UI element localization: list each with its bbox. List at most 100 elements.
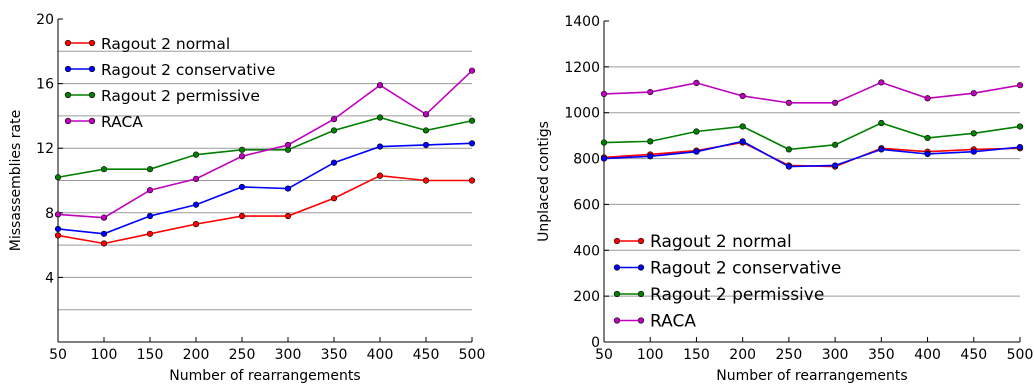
- series-line: [57, 70, 473, 219]
- y-tick-label: 8: [45, 206, 54, 222]
- legend-label: Ragout 2 conservative: [101, 61, 275, 79]
- data-point: [100, 214, 108, 221]
- data-point: [924, 95, 931, 102]
- data-point: [238, 153, 246, 160]
- x-tick-label: 150: [137, 347, 164, 363]
- data-point: [422, 177, 430, 184]
- legend-marker: [88, 65, 96, 73]
- y-tick-label: 0: [591, 335, 600, 351]
- legend-marker: [613, 317, 621, 324]
- x-axis-title: Number of rearrangements: [169, 368, 360, 384]
- data-point: [146, 212, 154, 220]
- data-point: [100, 240, 108, 247]
- data-point: [693, 148, 700, 155]
- series-line: [57, 142, 473, 235]
- data-point: [422, 127, 430, 134]
- data-point: [100, 230, 108, 237]
- data-point: [376, 143, 384, 150]
- data-point: [739, 123, 746, 130]
- x-tick-label: 350: [868, 347, 895, 363]
- unplaced-contigs-chart: 0 200 400 600 800 1000 1200 1400 50 100 150 200 250 3…: [536, 14, 1033, 384]
- data-point: [600, 90, 608, 98]
- data-point: [146, 187, 154, 194]
- legend-marker: [637, 237, 645, 245]
- data-point: [54, 211, 62, 218]
- data-point: [422, 111, 430, 118]
- x-tick-label: 300: [822, 347, 849, 363]
- y-tick-label: 400: [573, 243, 600, 259]
- legend-marker: [64, 39, 72, 47]
- data-point: [330, 159, 338, 166]
- series-line: [603, 122, 1021, 151]
- legend-marker: [637, 317, 645, 324]
- data-point: [693, 79, 700, 87]
- x-tick-label: 100: [91, 347, 118, 363]
- data-point: [785, 146, 792, 153]
- legend-marker: [613, 290, 621, 298]
- legend-marker: [64, 91, 72, 99]
- legend-marker: [637, 290, 645, 298]
- x-tick-label: 450: [960, 347, 987, 363]
- data-point: [422, 141, 430, 149]
- data-point: [376, 114, 384, 121]
- x-tick-label: 200: [729, 347, 756, 363]
- x-tick-label: 50: [49, 347, 67, 363]
- x-axis-title: Number of rearrangements: [716, 368, 907, 384]
- data-point: [284, 212, 292, 220]
- data-point: [1016, 123, 1024, 130]
- x-tick-label: 350: [321, 347, 348, 363]
- data-point: [192, 175, 200, 182]
- y-tick-label: 200: [573, 289, 600, 305]
- legend-label: RACA: [101, 113, 143, 131]
- x-tick-label: 500: [459, 347, 486, 363]
- data-point: [468, 140, 476, 147]
- legend-label: Ragout 2 permissive: [101, 87, 260, 105]
- data-point: [924, 134, 931, 142]
- legend-marker: [64, 117, 72, 125]
- y-axis-title: Unplaced contigs: [536, 121, 552, 242]
- data-point: [192, 221, 200, 228]
- data-point: [970, 148, 977, 155]
- x-tick-label: 200: [183, 347, 210, 363]
- data-point: [878, 79, 885, 86]
- y-tick-label: 1000: [564, 106, 600, 122]
- series-line: [603, 81, 1021, 104]
- data-point: [970, 90, 977, 97]
- data-point: [192, 201, 200, 208]
- y-tick-label: 16: [36, 77, 54, 93]
- x-tick-label: 300: [275, 347, 302, 363]
- data-point: [376, 82, 384, 89]
- x-tick-label: 50: [595, 347, 613, 363]
- x-tick-label: 450: [413, 347, 440, 363]
- y-tick-label: 12: [36, 141, 54, 157]
- y-tick-label: 20: [36, 12, 54, 28]
- data-point: [832, 141, 839, 148]
- y-tick-label: 600: [573, 197, 600, 213]
- data-point: [1016, 82, 1024, 89]
- x-tick-label: 250: [776, 347, 803, 363]
- data-point: [647, 153, 654, 160]
- legend-label: RACA: [650, 312, 696, 332]
- data-point: [238, 146, 246, 153]
- data-point: [54, 225, 62, 233]
- legend-label: Ragout 2 permissive: [650, 285, 824, 305]
- data-point: [739, 138, 746, 145]
- data-point: [785, 99, 792, 106]
- legend-marker: [637, 264, 645, 271]
- missassemblies-chart: 4 8 12 16 20 50 100 150 200 250 300 350 400 450 500 Num…: [8, 12, 485, 384]
- data-point: [1016, 144, 1024, 151]
- data-point: [878, 146, 885, 153]
- x-tick-label: 500: [1007, 347, 1034, 363]
- data-point: [146, 230, 154, 237]
- data-point: [693, 128, 700, 135]
- data-point: [238, 212, 246, 220]
- data-point: [647, 138, 654, 145]
- legend-marker: [88, 117, 96, 125]
- data-point: [739, 92, 746, 100]
- y-tick-label: 1200: [564, 60, 600, 76]
- y-axis-title: Missassemblies rate: [8, 110, 24, 251]
- x-tick-label: 400: [367, 347, 394, 363]
- data-point: [970, 130, 977, 137]
- data-point: [832, 99, 839, 106]
